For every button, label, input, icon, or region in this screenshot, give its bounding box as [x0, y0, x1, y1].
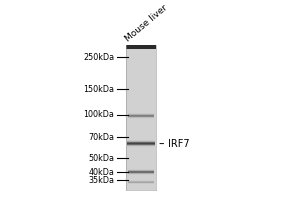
Text: 40kDa: 40kDa	[88, 168, 114, 177]
Text: 100kDa: 100kDa	[83, 110, 114, 119]
Bar	[126, 45, 156, 49]
Bar	[126, 48, 156, 190]
Text: 35kDa: 35kDa	[88, 176, 114, 185]
Text: 70kDa: 70kDa	[88, 133, 114, 142]
Text: 250kDa: 250kDa	[83, 53, 114, 62]
Text: Mouse liver: Mouse liver	[123, 3, 169, 43]
Text: IRF7: IRF7	[168, 139, 190, 149]
Text: 150kDa: 150kDa	[83, 85, 114, 94]
Text: 50kDa: 50kDa	[88, 154, 114, 163]
